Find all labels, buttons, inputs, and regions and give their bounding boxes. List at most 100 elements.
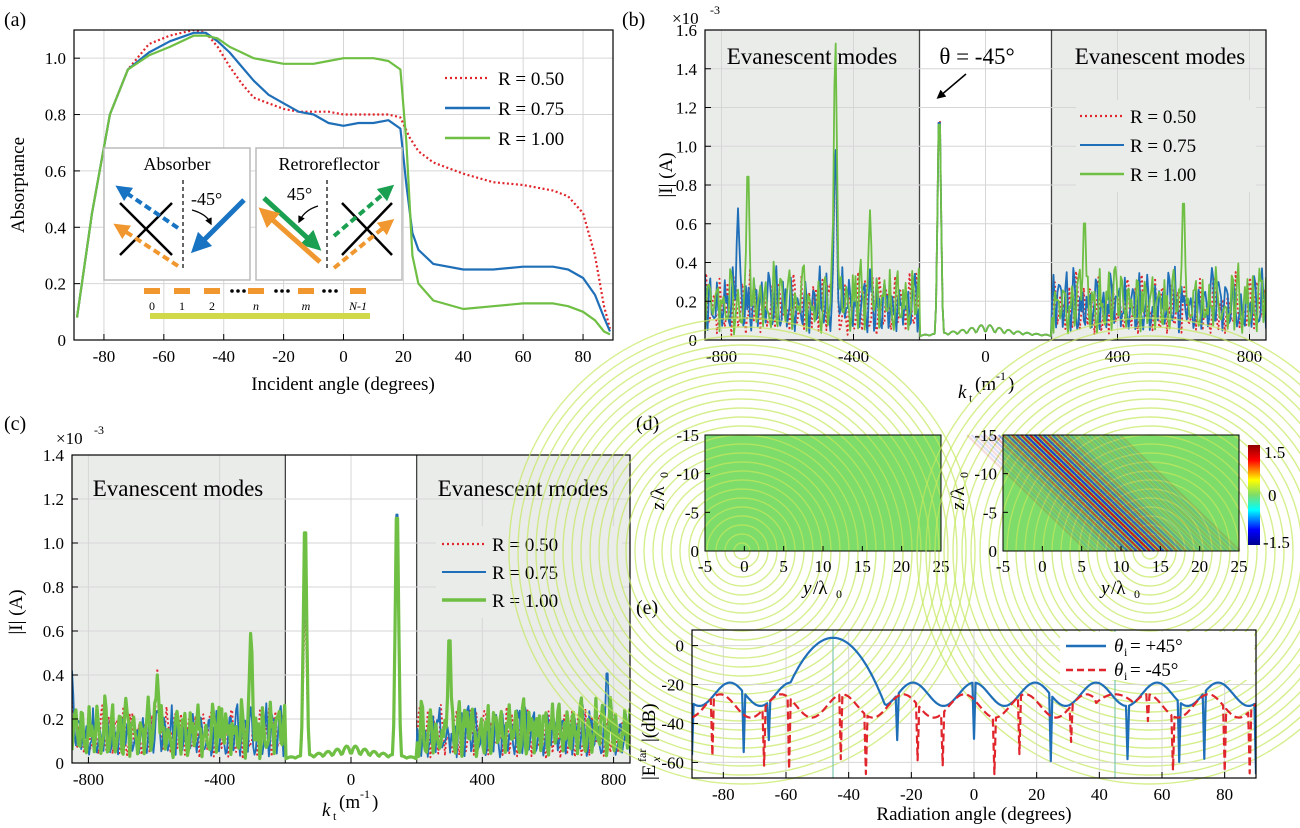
panel-c-xlabel-close: ): [372, 792, 378, 813]
absorber-title: Absorber: [144, 154, 211, 174]
panel-a-xtick-label: 0: [339, 347, 348, 366]
panel-c-evanescent-right: Evanescent modes: [438, 476, 609, 501]
beam-wavefront: [975, 434, 1097, 552]
beam-wavefront: [1047, 434, 1169, 552]
array-ellipsis-dot: [242, 289, 246, 293]
panel-c-ylabel: |I| (A): [6, 589, 27, 634]
panel-a-line-r100: [75, 34, 611, 336]
panel-d-field-maps: -5 0 5 10 15 20 250-5-10-15 -5 0 5 10 15 20 250-5-10…: [508, 317, 1300, 785]
d-ytick-label: -15: [974, 426, 997, 445]
panel-b-theta-annotation: θ = -45°: [939, 44, 1014, 69]
beam-wavefront: [966, 434, 1088, 552]
panel-a-legend: R = 0.50 R = 0.75 R = 1.00: [445, 69, 564, 150]
panel-label-a: (a): [4, 9, 26, 31]
panel-b-ylabel: |I| (A): [656, 152, 677, 197]
d-left-y-z: z: [648, 502, 669, 511]
colorbar: [1248, 445, 1260, 545]
panel-a-xtick-label: 80: [575, 347, 592, 366]
panel-b-legend: R = 0.50 R = 0.75 R = 1.00: [1076, 100, 1256, 192]
panel-e-xtick-label: -60: [775, 785, 798, 804]
d-xtick-label: 10: [1113, 557, 1130, 576]
array-ellipsis-dot: [334, 289, 338, 293]
panel-b-xlabel-close: ): [1008, 374, 1014, 395]
legend-label-r050: R = 0.50: [498, 69, 564, 90]
panel-e-ylabel: |E x far |(dB): [635, 703, 663, 780]
array-element-label: N-1: [348, 299, 367, 313]
d-right-x-slash: /λ: [1111, 578, 1126, 599]
beam-wavefront: [1105, 434, 1228, 552]
field-map-right-xlabel: y /λ 0: [1099, 578, 1140, 601]
beam-wavefront: [1096, 434, 1219, 552]
field-map-right-ticks: -5 0 5 10 15 20 250-5-10-15: [974, 426, 1247, 576]
array-strip: 0 1 2 n m N-1: [144, 288, 370, 319]
array-element: [248, 288, 264, 294]
d-xtick-label: 10: [815, 557, 832, 576]
panel-a-xlabel: Incident angle (degrees): [251, 374, 435, 395]
panel-label-e: (e): [636, 597, 658, 619]
panel-a-line-r075: [75, 31, 612, 332]
panel-c-ytick-label: 1.2: [43, 490, 64, 509]
panel-e-ylabel-prefix: |E: [639, 765, 660, 780]
panel-e-line-minus45: [692, 693, 1256, 776]
panel-a-xtick-label: 60: [515, 347, 532, 366]
panel-c-xtick-label: 0: [347, 770, 356, 789]
d-right-y-sub: 0: [957, 472, 971, 478]
retro-angle-arc: [298, 205, 319, 224]
array-ellipsis-dot: [230, 289, 234, 293]
panel-b-ytick-label: 1.4: [676, 60, 698, 79]
beam-wavefront: [1083, 434, 1205, 552]
legend-e-label-plus45: = +45°: [1130, 636, 1183, 657]
panel-e-ytick-label: -40: [661, 714, 684, 733]
panel-label-d: (d): [636, 413, 659, 435]
absorber-angle: -45°: [191, 189, 222, 209]
legend-b-label-r050: R = 0.50: [1130, 107, 1196, 128]
array-element-label: 0: [149, 299, 155, 313]
panel-b-xlabel-sub: t: [969, 391, 973, 405]
d-xtick-label: 0: [1038, 557, 1047, 576]
panel-b-ytick-label: 0.4: [676, 254, 698, 273]
panel-c-ytick-label: 0.6: [43, 622, 64, 641]
d-xtick-label: 15: [854, 557, 871, 576]
ripple-ring: [943, 344, 1300, 758]
beam-wavefront: [1110, 434, 1232, 552]
d-left-y-sub: 0: [657, 472, 671, 478]
array-element: [204, 288, 220, 294]
panel-a-xtick-label: -20: [272, 347, 295, 366]
beam-wavefront: [979, 434, 1102, 552]
array-ellipsis-dot: [328, 289, 332, 293]
panel-c-series: [72, 513, 630, 761]
ripple-ring: [997, 398, 1300, 704]
d-left-y-slash: /λ: [648, 486, 669, 501]
beam-wavefront: [970, 434, 1093, 552]
array-element-label: m: [302, 299, 311, 313]
beam-wavefront: [1051, 434, 1174, 552]
beam-wavefront: [984, 434, 1106, 552]
panel-c-xlabel: k t (m -1 ): [322, 787, 378, 823]
panel-a-ytick-label: 0.8: [45, 106, 66, 125]
panel-a-xtick-label: -80: [93, 347, 116, 366]
panel-b-ytick-label: 0.6: [676, 215, 697, 234]
panel-c-line-r100: [72, 516, 630, 761]
panel-e-xtick-label: 80: [1216, 785, 1233, 804]
panel-a-line-r050: [75, 30, 612, 329]
panel-a-ylabel: Absorptance: [8, 137, 29, 233]
retro-orange-arrow: [258, 207, 322, 264]
d-xtick-label: 25: [1231, 557, 1248, 576]
legend-e-theta-plus: θ: [1114, 636, 1123, 657]
legend-c-label-r075: R = 0.75: [492, 563, 558, 584]
panel-b-line-r100: [705, 42, 1266, 338]
retroreflector-title: Retroreflector: [279, 154, 380, 174]
colorbar-tick-max: 1.5: [1264, 443, 1285, 462]
beam-wavefront: [1078, 434, 1201, 552]
beam-wavefront: [1015, 434, 1138, 552]
d-ytick-label: -15: [676, 426, 699, 445]
panel-c-xtick-label: -400: [204, 770, 235, 789]
d-xtick-label: 5: [779, 557, 788, 576]
panel-a-xtick-label: 20: [395, 347, 412, 366]
panel-e-xtick-label: 40: [1091, 785, 1108, 804]
array-ellipsis-dot: [236, 289, 240, 293]
beam-wavefront: [993, 434, 1115, 552]
panel-c-ticks: -800 -400 0 400 800 0 0.2 0.4 0.6 0.8 1.0 1.2 1.4: [43, 446, 627, 789]
